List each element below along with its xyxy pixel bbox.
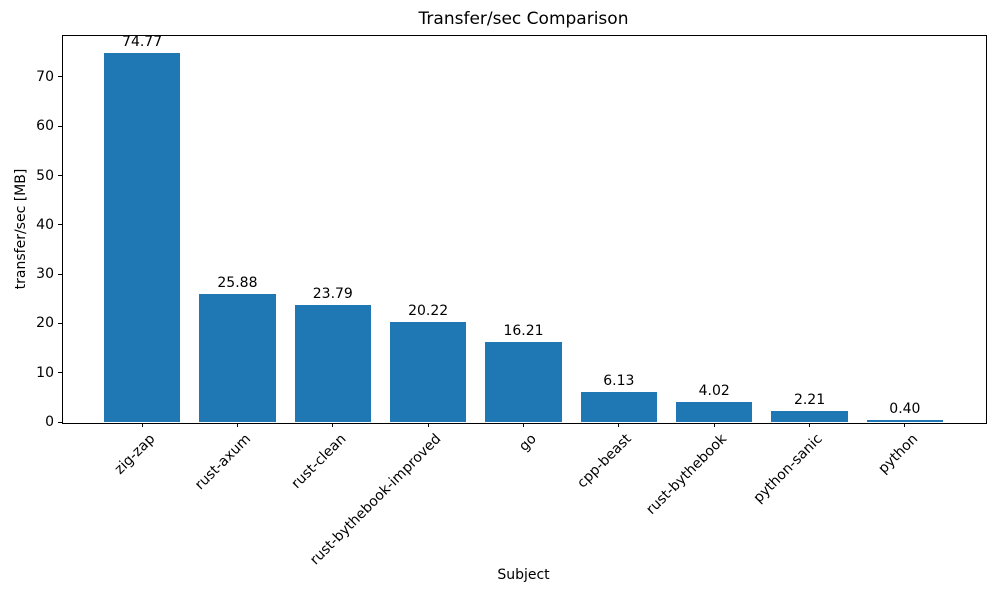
bar [199, 294, 276, 422]
bar-value-label: 2.21 [793, 392, 826, 409]
x-tick-mark [618, 423, 620, 427]
y-tick-label: 30 [36, 266, 54, 283]
x-tick-label: python [875, 431, 922, 477]
y-tick-label: 40 [36, 216, 54, 233]
x-tick-mark [809, 423, 811, 427]
y-tick-mark [58, 421, 62, 423]
chart-title: Transfer/sec Comparison [418, 9, 629, 29]
x-tick-mark [236, 423, 238, 427]
y-tick-mark [58, 175, 62, 176]
y-tick-mark [58, 372, 62, 374]
bar-value-label: 20.22 [408, 303, 449, 320]
bar [390, 322, 467, 422]
bar [485, 342, 562, 422]
x-axis-label: Subject [497, 567, 550, 583]
x-tick-label: rust-axum [191, 431, 254, 494]
y-tick-mark [58, 273, 62, 275]
bar-value-label: 4.02 [698, 383, 730, 400]
x-tick-mark [141, 423, 143, 427]
bar-value-label: 6.13 [603, 372, 635, 389]
bar [771, 411, 848, 422]
x-tick-mark [332, 423, 334, 427]
y-tick-label: 10 [36, 364, 54, 381]
bar [676, 402, 753, 422]
x-tick-mark [427, 423, 429, 427]
y-tick-label: 50 [36, 167, 54, 184]
y-tick-label: 60 [36, 118, 54, 135]
x-tick-label: rust-bythebook [643, 431, 731, 518]
y-tick-mark [58, 322, 62, 324]
bar [103, 53, 181, 422]
y-tick-mark [58, 125, 62, 127]
x-tick-mark [713, 423, 715, 427]
y-tick-label: 70 [36, 68, 54, 85]
bar-value-label: 23.79 [312, 285, 353, 302]
y-tick-mark [58, 224, 62, 226]
y-tick-label: 0 [45, 414, 54, 430]
y-axis-label: transfer/sec [MB] [13, 168, 29, 289]
x-tick-mark [523, 423, 524, 427]
bar-value-label: 0.40 [889, 401, 921, 418]
bar [294, 304, 371, 422]
x-tick-label: rust-clean [288, 431, 350, 492]
x-tick-label: zig-zap [111, 431, 159, 478]
x-tick-mark [904, 423, 906, 427]
x-tick-label: go [516, 431, 540, 455]
bar-value-label: 74.77 [122, 34, 163, 51]
bar [580, 391, 657, 422]
y-tick-mark [58, 76, 62, 78]
bar-value-label: 25.88 [217, 275, 258, 292]
x-tick-label: cpp-beast [574, 431, 636, 492]
y-tick-label: 20 [36, 315, 54, 332]
x-tick-label: python-sanic [750, 431, 826, 507]
bar-value-label: 16.21 [503, 323, 544, 340]
bar [866, 420, 944, 422]
